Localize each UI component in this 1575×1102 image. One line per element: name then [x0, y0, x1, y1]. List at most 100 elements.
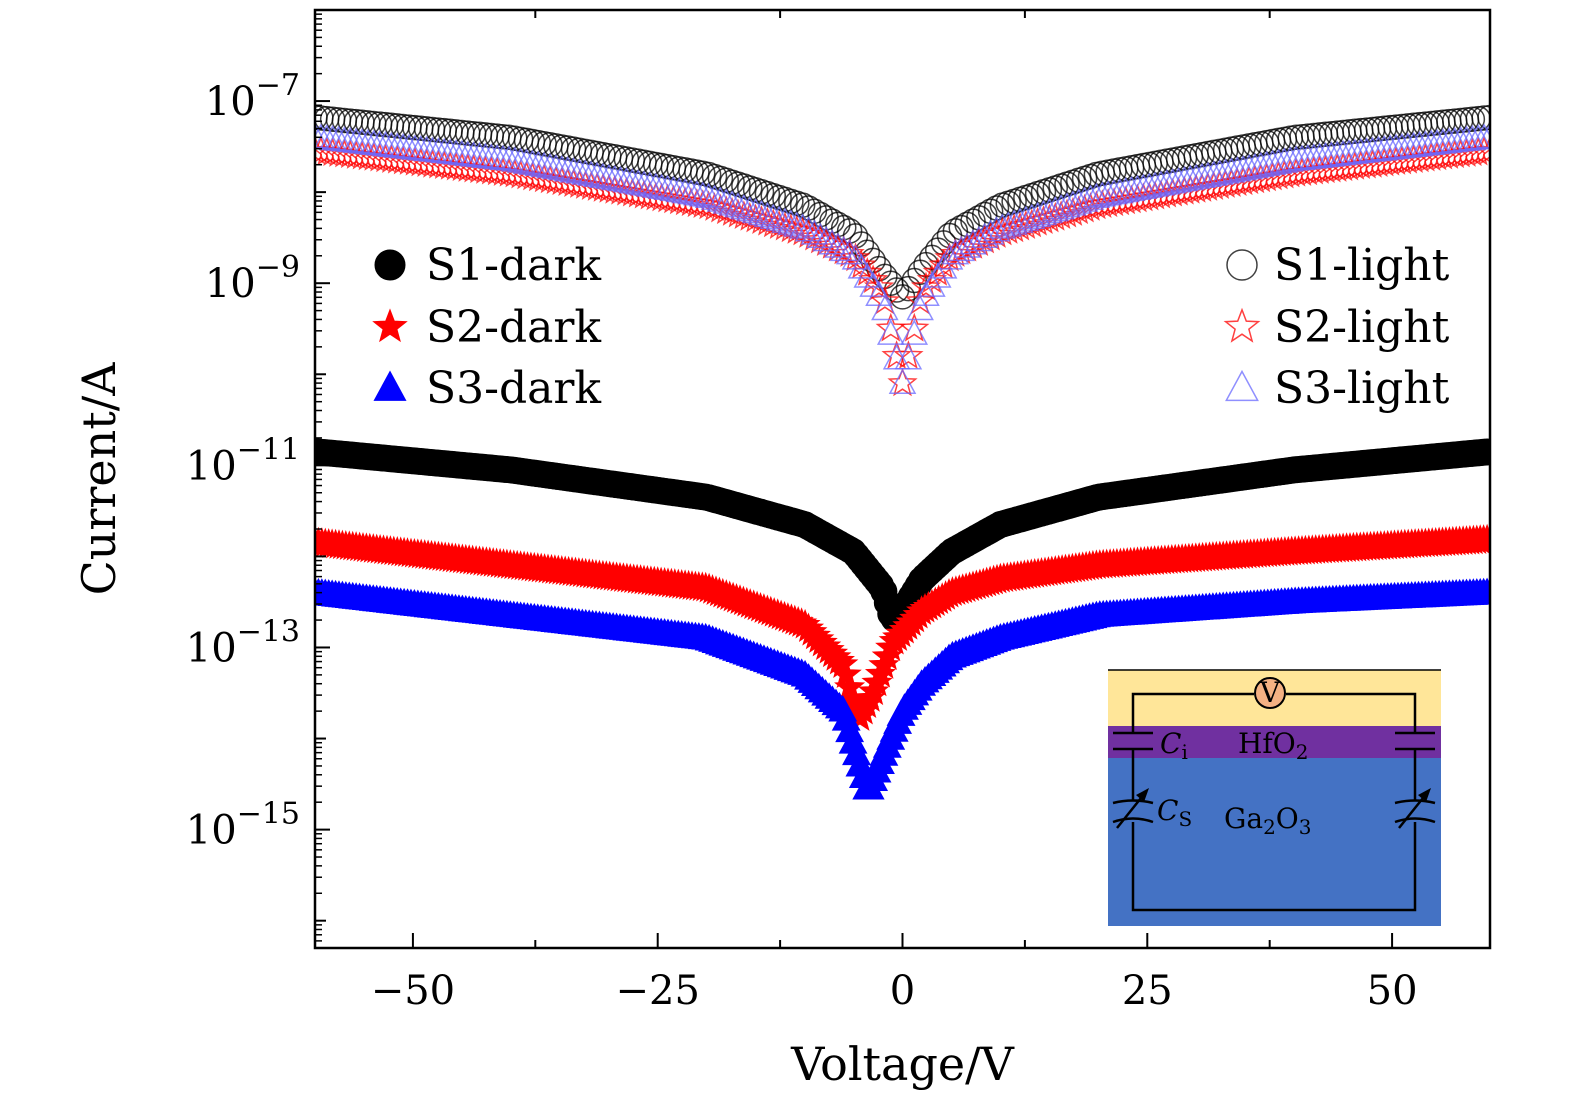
x-tick-label: −50: [371, 968, 455, 1014]
data-point: [916, 264, 948, 294]
data-point: [1471, 523, 1490, 554]
data-point: [1017, 203, 1046, 230]
data-point: [1158, 168, 1187, 194]
data-point: [912, 280, 940, 306]
data-point: [1252, 150, 1281, 177]
variable-capacitor-plate: [1112, 799, 1154, 824]
data-point: [1000, 209, 1028, 235]
data-point: [1477, 104, 1490, 131]
data-point: [835, 238, 864, 265]
legend-label: S1-dark: [426, 240, 601, 291]
x-tick-label: −25: [615, 968, 699, 1014]
legend: S1-dark S2-dark S3-dark S1-light S2-light S3-…: [372, 240, 1450, 414]
series-S3-dark: [315, 577, 1490, 800]
legend-label: S2-dark: [426, 302, 601, 353]
legend-marker: [1226, 249, 1258, 281]
data-point: [718, 190, 746, 216]
data-point: [1047, 194, 1075, 220]
data-point: [1473, 438, 1490, 466]
data-point: [812, 225, 840, 252]
x-axis-title: Voltage/V: [790, 1037, 1014, 1091]
series-S3-light: [315, 122, 1490, 395]
ga2o3-label: Ga2O3: [1224, 802, 1312, 839]
data-point: [1182, 163, 1211, 190]
inset-circuit: V Ci CS HfO2 Ga2O3: [1108, 669, 1441, 926]
data-point: [700, 184, 729, 210]
data-point: [800, 219, 829, 245]
data-point: [899, 312, 930, 342]
legend-marker: [372, 308, 408, 343]
data-point: [1241, 152, 1269, 179]
legend-label: S3-light: [1274, 363, 1450, 414]
data-point: [1088, 181, 1117, 207]
data-point: [871, 294, 899, 321]
data-point: [857, 264, 889, 294]
data-point: [1211, 158, 1240, 184]
data-point: [1476, 122, 1490, 149]
data-point: [788, 213, 817, 239]
data-point: [904, 285, 936, 315]
data-point: [1147, 170, 1175, 196]
series-layer: [315, 104, 1490, 800]
data-point: [900, 319, 929, 345]
data-point: [1194, 161, 1222, 187]
data-point: [1041, 195, 1070, 222]
series-S1-dark: [315, 438, 1490, 633]
data-point: [881, 340, 912, 369]
y-tick-label: 10−7: [205, 68, 300, 125]
data-point: [730, 194, 758, 220]
data-point: [988, 213, 1017, 239]
data-point: [887, 367, 918, 397]
y-tick-label: 10−15: [186, 797, 300, 854]
data-point: [1117, 175, 1146, 202]
inset-ga2o3-layer: [1108, 758, 1441, 926]
inset-mid-wires: [1131, 750, 1417, 800]
data-point: [1135, 172, 1164, 198]
data-point: [735, 195, 764, 222]
data-point: [923, 262, 952, 288]
data-point: [1229, 154, 1258, 181]
hfo2-label: HfO2: [1238, 727, 1308, 764]
data-point: [694, 182, 723, 208]
data-point: [1205, 159, 1234, 185]
data-point: [869, 285, 901, 315]
inset-bottom-wire: [1131, 822, 1417, 912]
data-point: [688, 181, 717, 207]
data-point: [753, 201, 782, 228]
x-tick-label: 25: [1122, 968, 1173, 1014]
data-point: [794, 215, 823, 242]
data-point: [1264, 148, 1293, 174]
data-point: [994, 211, 1023, 237]
legend-marker: [1223, 307, 1261, 343]
data-point: [865, 280, 893, 306]
data-point: [1100, 179, 1128, 205]
legend-label: S1-light: [1274, 240, 1450, 291]
data-point: [712, 188, 741, 214]
data-point: [1153, 169, 1181, 195]
legend-marker: [374, 249, 406, 281]
data-point: [1035, 197, 1064, 224]
voltmeter-icon: [1254, 677, 1286, 709]
data-point: [1459, 106, 1486, 133]
legend-label: S3-dark: [426, 363, 601, 414]
voltmeter-label: V: [1259, 676, 1281, 709]
data-point: [765, 205, 793, 231]
x-tick-label: 50: [1367, 968, 1418, 1014]
data-point: [1276, 146, 1305, 172]
x-tick-label: 0: [890, 968, 915, 1014]
data-point: [1270, 147, 1299, 173]
variable-arrow-head: [1418, 788, 1431, 802]
data-point: [1170, 165, 1199, 192]
data-point: [1064, 188, 1093, 214]
data-point: [782, 211, 811, 237]
data-point: [1059, 190, 1087, 216]
data-point: [894, 344, 923, 370]
data-point: [1053, 192, 1081, 218]
data-point: [829, 235, 858, 262]
data-point: [1094, 180, 1122, 206]
data-point: [1076, 184, 1105, 210]
data-point: [863, 271, 895, 301]
series-S2-dark: [315, 523, 1490, 731]
data-point: [875, 312, 906, 342]
data-point: [771, 207, 799, 233]
